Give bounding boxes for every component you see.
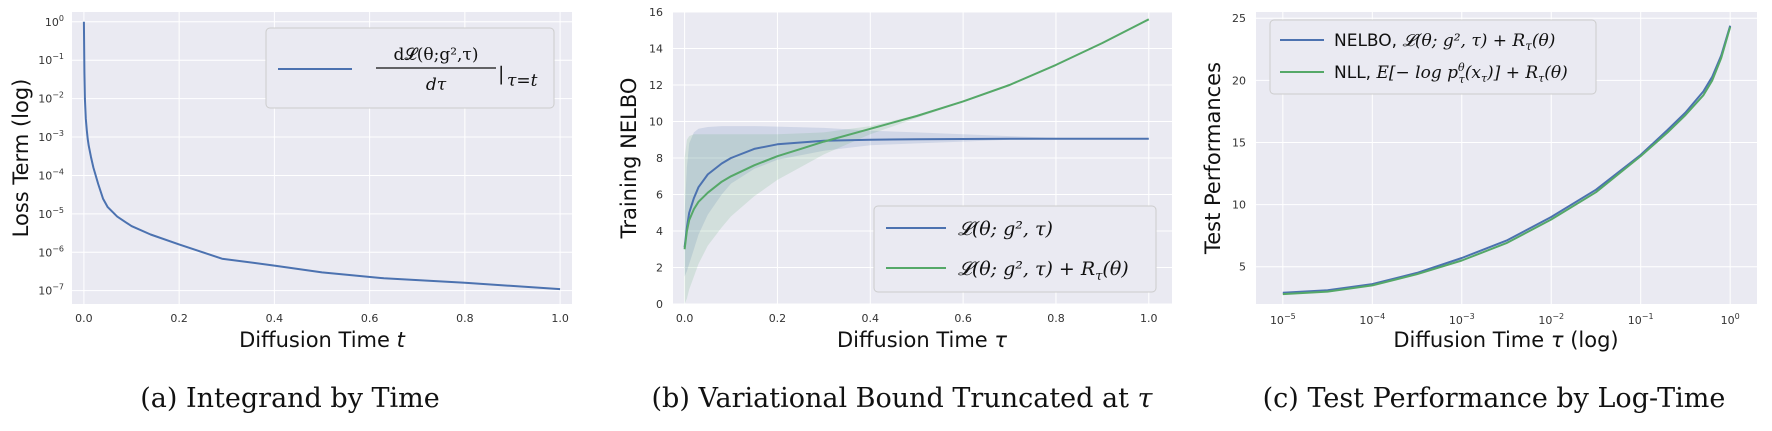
panel-c-y-tick-label: 5 — [1239, 261, 1246, 274]
panel-c: 10−5 10−4 10−3 10−2 10−1 100 5 10 15 20 25 Diffusi… — [1201, 12, 1757, 352]
panel-a-y-tick-label: 100 — [45, 14, 64, 29]
panel-a-y-tick-label: 10−7 — [38, 283, 64, 298]
panel-b-x-tick-label: 0.2 — [769, 312, 787, 325]
panel-a: 0.0 0.2 0.4 0.6 0.8 1.0 100 10−1 10−2 10−3 10−4 10−… — [9, 12, 572, 352]
caption-c: (c) Test Performance by Log-Time — [1262, 383, 1726, 414]
caption-a: (a) Integrand by Time — [140, 383, 440, 414]
panel-c-legend-box — [1269, 19, 1597, 95]
panel-c-x-tick-label: 10−1 — [1628, 312, 1654, 327]
panel-b-ticks: 0.0 0.2 0.4 0.6 0.8 1.0 0 2 4 6 8 10 12 14 16 — [649, 6, 1158, 325]
panel-a-series-line — [82, 21, 561, 291]
panel-a-x-axis-label: Diffusion Time t — [239, 328, 405, 352]
panel-c-y-axis-label: Test Performances — [1201, 62, 1225, 255]
panel-c-series-line — [1282, 25, 1732, 294]
panel-a-x-tick-label: 0.8 — [456, 312, 474, 325]
panel-c-series-line — [1282, 26, 1732, 296]
panel-b-y-tick-label: 4 — [656, 225, 663, 238]
panel-c-y-tick-label: 10 — [1232, 199, 1246, 212]
panel-a-y-tick-label: 10−6 — [38, 244, 64, 259]
panel-b-y-tick-label: 6 — [656, 189, 663, 202]
panel-b-legend-label-1: 𝓛(θ; g², τ) — [958, 218, 1053, 240]
figure-canvas: 0.0 0.2 0.4 0.6 0.8 1.010010−110−210−310−410−… — [9, 6, 1757, 352]
panel-b-x-tick-label: 0.4 — [862, 312, 880, 325]
panel-b-y-tick-label: 14 — [649, 43, 663, 56]
panel-c-x-tick-label: 10−4 — [1359, 312, 1385, 327]
panel-a-y-tick-label: 10−1 — [38, 52, 64, 67]
panel-a-x-tick-label: 0.2 — [170, 312, 188, 325]
panel-b-y-tick-label: 8 — [656, 152, 663, 165]
panel-b-y-axis-label: Training NELBO — [617, 78, 641, 240]
panel-c-x-tick-label: 100 — [1721, 312, 1740, 327]
panel-c-ticks: 10−5 10−4 10−3 10−2 10−1 100 5 10 15 20 25 — [1232, 12, 1740, 327]
caption-b: (b) Variational Bound Truncated at τ — [651, 383, 1153, 414]
panel-a-y-tick-label: 10−5 — [38, 206, 64, 221]
panel-a-legend: d𝓛(θ;g²,τ) dτ | τ=t — [265, 27, 555, 109]
panel-b-bands — [684, 19, 1149, 305]
panel-b-x-tick-label: 1.0 — [1140, 312, 1158, 325]
panel-c-x-tick-label: 10−3 — [1449, 312, 1475, 327]
panel-a-x-tick-label: 0.4 — [266, 312, 284, 325]
panel-a-ticks: 0.0 0.2 0.4 0.6 0.8 1.0 100 10−1 10−2 10−3 10−4 10−… — [38, 14, 569, 325]
panel-c-y-tick-label: 20 — [1232, 74, 1246, 87]
panel-b-x-tick-label: 0.8 — [1047, 312, 1065, 325]
panel-a-lines — [82, 21, 561, 291]
panel-c-y-tick-label: 25 — [1232, 12, 1246, 25]
panel-c-x-tick-label: 10−2 — [1538, 312, 1564, 327]
panel-a-x-tick-label: 0.0 — [75, 312, 93, 325]
panel-b-x-tick-label: 0.6 — [954, 312, 972, 325]
panel-b-x-tick-label: 0.0 — [676, 312, 694, 325]
panel-b-confidence-band — [684, 19, 1149, 305]
panel-c-legend-label-2: NLL, E[− log pθ τ(xτ)] + Rτ(θ) — [1334, 61, 1568, 86]
panel-a-y-tick-label: 10−2 — [38, 91, 64, 106]
panel-b-legend: 𝓛(θ; g², τ) 𝓛(θ; g², τ) + Rτ(θ) — [873, 205, 1157, 293]
panel-b-x-axis-label: Diffusion Time τ — [837, 328, 1007, 352]
panel-b-legend-label-2: 𝓛(θ; g², τ) + Rτ(θ) — [958, 258, 1129, 284]
panel-b-y-tick-label: 2 — [656, 262, 663, 275]
panel-c-x-axis-label: Diffusion Time τ (log) — [1393, 328, 1618, 352]
panel-a-legend-bar: | — [498, 63, 504, 85]
panel-b-y-tick-label: 12 — [649, 79, 663, 92]
panel-a-y-tick-label: 10−3 — [38, 129, 64, 144]
panel-c-legend: NELBO, 𝓛(θ; g², τ) + Rτ(θ) NLL, E[− log … — [1269, 19, 1597, 95]
panel-a-x-tick-label: 1.0 — [551, 312, 569, 325]
panel-a-y-axis-label: Loss Term (log) — [9, 79, 33, 238]
panel-b-series-line — [683, 137, 1149, 248]
panel-b-y-tick-label: 16 — [649, 6, 663, 19]
panel-b-y-tick-label: 10 — [649, 116, 663, 129]
panel-b-lines — [683, 18, 1150, 250]
panel-a-y-tick-label: 10−4 — [38, 167, 64, 182]
panel-b-confidence-band — [684, 126, 1149, 277]
panel-a-x-tick-label: 0.6 — [361, 312, 379, 325]
panel-a-legend-subscript: τ=t — [507, 71, 538, 91]
panel-c-y-tick-label: 15 — [1232, 136, 1246, 149]
panel-b-y-tick-label: 0 — [656, 298, 663, 311]
panel-a-legend-numerator: d𝓛(θ;g²,τ) — [394, 45, 479, 65]
panel-a-legend-denominator: dτ — [426, 75, 447, 95]
panel-c-x-tick-label: 10−5 — [1270, 312, 1296, 327]
panel-c-legend-label-1: NELBO, 𝓛(θ; g², τ) + Rτ(θ) — [1334, 31, 1555, 53]
panel-c-lines — [1282, 25, 1732, 296]
panel-b: 0.0 0.2 0.4 0.6 0.8 1.0 0 2 4 6 8 10 12 14 16 Diffusio… — [617, 6, 1172, 352]
panel-b-series-line — [683, 18, 1150, 250]
